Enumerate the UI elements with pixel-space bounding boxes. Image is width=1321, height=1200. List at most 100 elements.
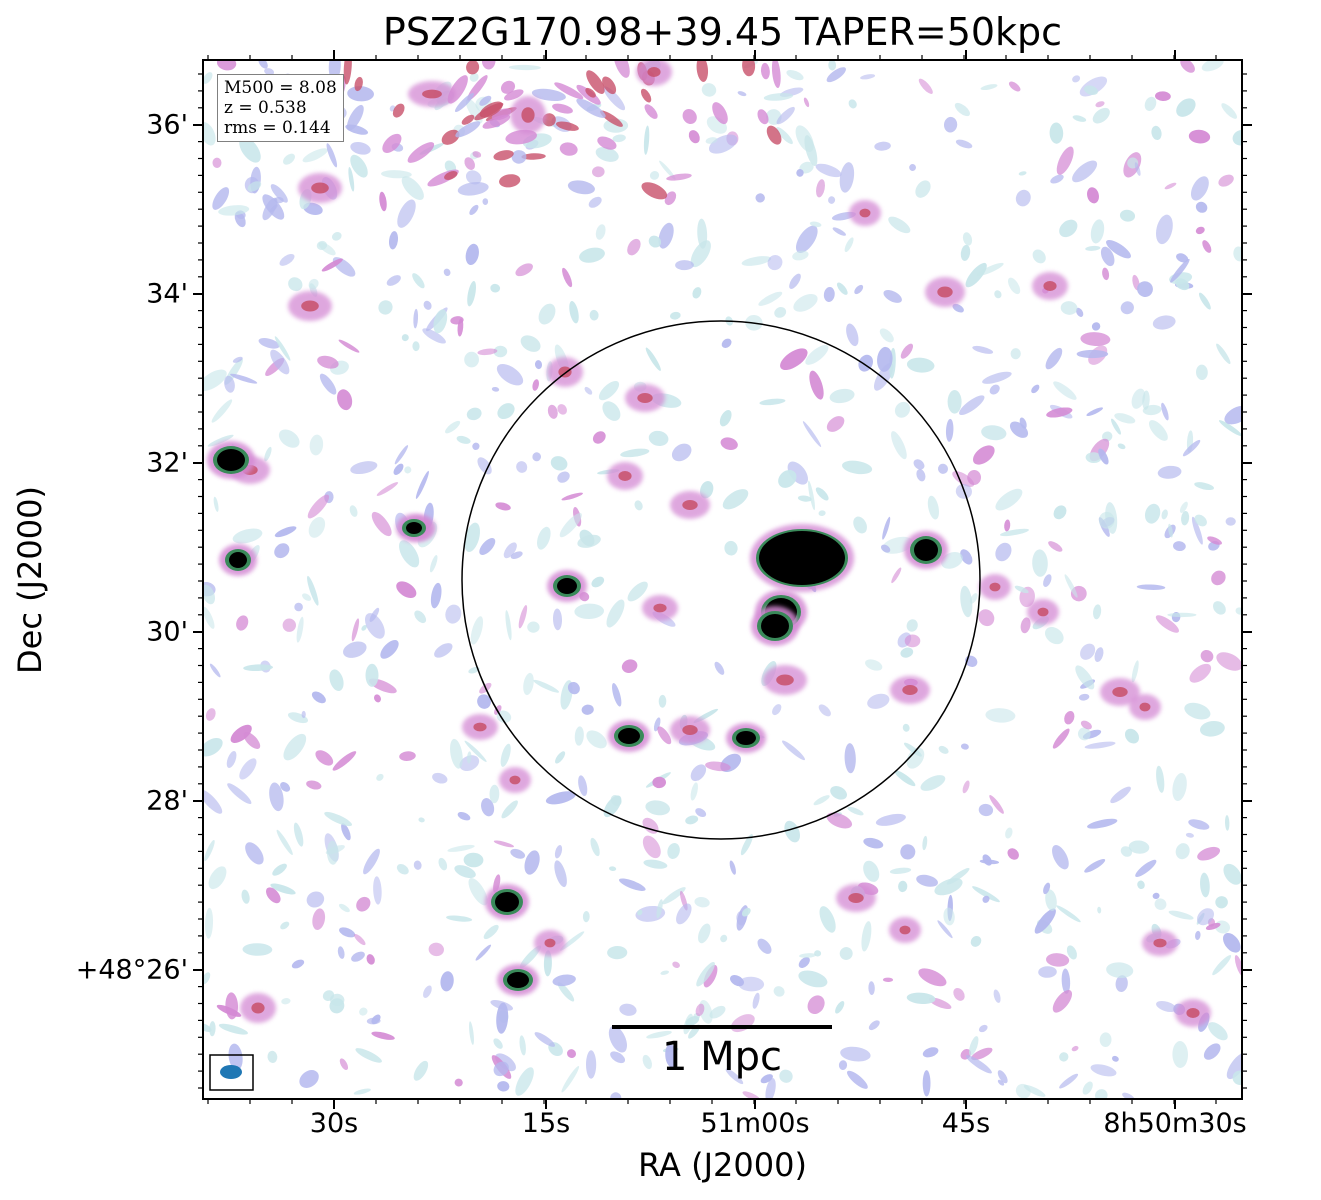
noise-blob	[607, 945, 628, 960]
noise-blob	[438, 857, 448, 871]
artefact-streak	[461, 114, 475, 125]
noise-blob	[445, 604, 462, 624]
noise-blob	[1085, 452, 1102, 464]
noise-blob	[588, 196, 602, 208]
noise-blob	[280, 782, 291, 792]
noise-blob	[470, 616, 484, 645]
y-tick-label: 30'	[146, 616, 188, 648]
noise-blob	[537, 526, 551, 550]
noise-blob	[361, 625, 367, 631]
noise-blob	[1198, 292, 1211, 310]
noise-blob	[683, 1013, 693, 1035]
noise-blob	[943, 907, 955, 926]
noise-blob	[922, 1047, 939, 1058]
noise-blob	[302, 593, 312, 601]
noise-blob	[1213, 601, 1226, 615]
noise-blob	[454, 1078, 463, 1087]
noise-blob	[882, 977, 894, 983]
noise-blob	[1000, 528, 1029, 537]
noise-blob	[700, 480, 714, 499]
noise-blob	[1221, 103, 1238, 119]
noise-blob	[719, 410, 732, 427]
noise-blob	[464, 740, 487, 762]
noise-blob	[836, 282, 848, 295]
noise-blob	[1200, 649, 1214, 663]
noise-blob	[891, 431, 907, 460]
noise-blob	[503, 542, 517, 559]
noise-blob	[351, 618, 360, 642]
noise-blob	[579, 247, 605, 263]
noise-blob	[413, 860, 422, 870]
noise-blob	[1015, 189, 1031, 207]
noise-blob	[1014, 585, 1029, 594]
x-tick-label: 51m00s	[700, 1108, 810, 1139]
noise-blob	[826, 67, 846, 83]
plot-background	[203, 60, 1242, 1099]
noise-blob	[970, 935, 982, 947]
noise-blob	[1203, 1043, 1221, 1060]
noise-blob	[519, 945, 542, 969]
noise-blob	[524, 850, 540, 875]
noise-blob	[591, 576, 605, 588]
noise-blob	[1156, 1000, 1177, 1013]
noise-blob	[1084, 858, 1106, 873]
noise-blob	[823, 287, 835, 302]
noise-blob	[1215, 896, 1228, 909]
emission-core	[1043, 281, 1057, 291]
noise-blob	[356, 896, 371, 912]
noise-blob	[909, 164, 917, 171]
noise-blob	[685, 815, 699, 825]
noise-blob	[1226, 1052, 1242, 1080]
noise-blob	[826, 812, 853, 829]
noise-blob	[212, 187, 230, 210]
noise-blob	[243, 664, 273, 672]
noise-blob	[839, 162, 855, 193]
noise-blob	[952, 303, 964, 313]
noise-blob	[669, 311, 681, 320]
noise-blob	[774, 307, 787, 318]
artefact-streak	[441, 129, 460, 145]
noise-blob	[978, 1024, 988, 1033]
y-tick-label: 28'	[146, 785, 188, 817]
artefact-streak	[576, 98, 606, 118]
emission-core	[848, 893, 864, 903]
noise-blob	[900, 844, 916, 860]
noise-blob	[666, 173, 692, 181]
noise-blob	[586, 730, 607, 749]
noise-blob	[1201, 60, 1224, 72]
emission-core	[1139, 702, 1151, 712]
noise-blob	[288, 277, 303, 292]
noise-blob	[722, 489, 749, 510]
m500-value: M500 = 8.08	[224, 78, 337, 98]
emission-core	[558, 366, 572, 378]
artefact-streak	[499, 174, 521, 188]
noise-blob	[432, 772, 448, 784]
noise-blob	[1124, 728, 1140, 744]
noise-blob	[331, 232, 342, 241]
noise-blob	[350, 141, 371, 155]
noise-blob	[337, 389, 353, 411]
noise-blob	[799, 953, 817, 958]
noise-blob	[1087, 818, 1118, 829]
artefact-streak	[696, 60, 709, 82]
noise-blob	[446, 915, 473, 922]
noise-blob	[853, 516, 867, 534]
artefact-streak	[531, 88, 566, 102]
noise-blob	[1168, 910, 1194, 920]
source-core	[557, 578, 577, 594]
noise-blob	[1218, 174, 1234, 187]
noise-blob	[457, 811, 471, 821]
noise-blob	[369, 607, 380, 622]
noise-blob	[969, 593, 978, 604]
emission-core	[473, 722, 487, 732]
noise-blob	[741, 256, 772, 266]
noise-blob	[413, 1060, 429, 1081]
noise-blob	[1224, 815, 1230, 831]
x-tick-label: 8h50m30s	[1103, 1108, 1247, 1139]
noise-blob	[366, 954, 375, 965]
noise-blob	[1190, 176, 1209, 201]
noise-blob	[779, 1069, 793, 1083]
noise-blob	[481, 798, 495, 817]
noise-blob	[1045, 889, 1057, 911]
artefact-streak	[466, 60, 480, 75]
